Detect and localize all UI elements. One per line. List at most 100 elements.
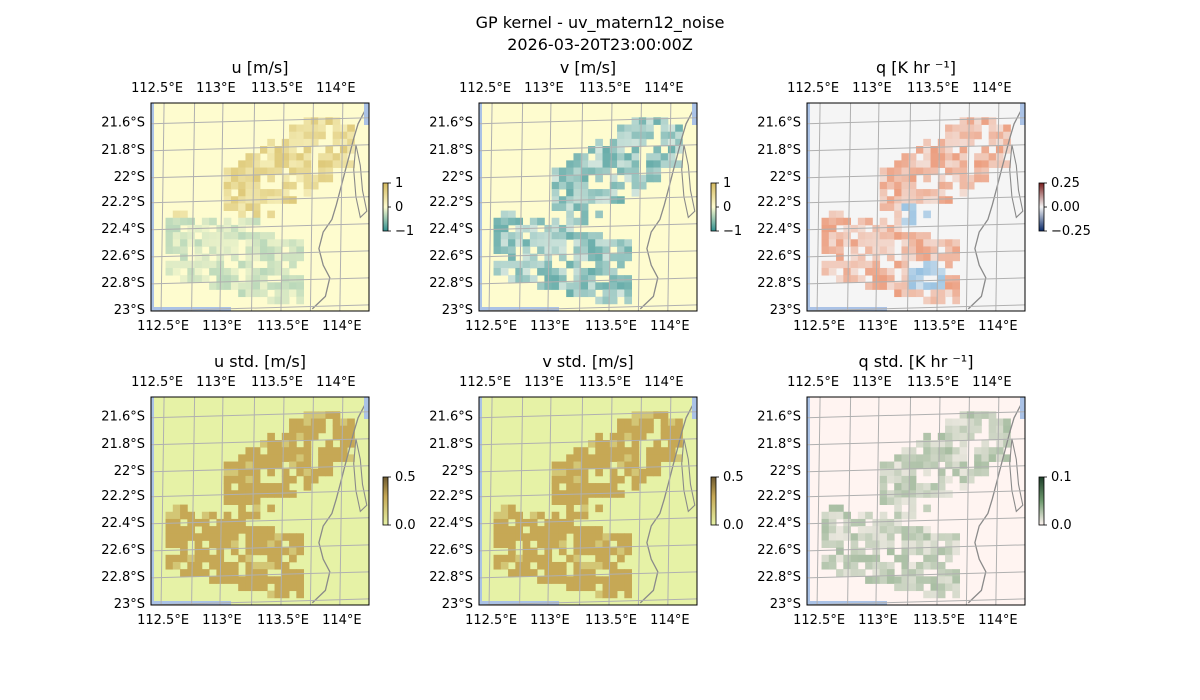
- heatmap-cell: [602, 561, 611, 570]
- gridline-lat: [151, 544, 369, 552]
- heatmap-cell: [865, 246, 873, 255]
- heatmap-cell: [180, 554, 188, 563]
- heatmap-cell: [223, 461, 232, 470]
- heatmap-cell: [631, 146, 640, 154]
- ocean-edge-left: [479, 397, 482, 605]
- gridline-lat: [807, 598, 1025, 605]
- heatmap-cell: [216, 526, 225, 534]
- heatmap-cell: [937, 146, 946, 154]
- heatmap-cell: [595, 167, 603, 176]
- heatmap-cell: [974, 117, 982, 125]
- gridline-lat: [151, 571, 369, 579]
- heatmap-cell: [937, 533, 946, 541]
- heatmap-cell: [617, 246, 625, 255]
- heatmap-cell: [952, 590, 960, 599]
- heatmap-cell: [172, 267, 181, 276]
- heatmap-cell: [916, 146, 924, 154]
- heatmap-cell: [194, 540, 203, 549]
- coastline: [639, 405, 694, 604]
- heatmap-cell: [901, 153, 910, 161]
- colorbar: [710, 182, 717, 232]
- heatmap-cell: [901, 189, 910, 197]
- heatmap-cell: [966, 138, 975, 147]
- heatmap-cell: [529, 253, 538, 262]
- heatmap-cell: [908, 497, 917, 505]
- heatmap-cell: [238, 461, 246, 470]
- heatmap-cell: [172, 554, 181, 563]
- heatmap-cell: [901, 181, 910, 190]
- gridline-lat: [807, 304, 1025, 311]
- heatmap-cell: [165, 217, 174, 226]
- gridlines: [807, 397, 1025, 605]
- heatmap-cell: [260, 526, 268, 534]
- heatmap-cell: [508, 533, 516, 541]
- heatmap-cell: [588, 160, 596, 168]
- heatmap-cell: [508, 554, 516, 563]
- heatmap-cell: [836, 533, 844, 541]
- x-tick-label-bottom: 112.5°E: [793, 613, 845, 628]
- heatmap-cell: [245, 547, 254, 556]
- heatmap-cell: [981, 167, 990, 176]
- heatmap-cell: [952, 153, 960, 161]
- heatmap-cell: [332, 131, 341, 140]
- heatmap-cell: [339, 160, 348, 168]
- heatmap-cell: [945, 576, 953, 584]
- y-tick-label: 23°S: [114, 597, 145, 612]
- gridline-lon: [547, 397, 552, 605]
- heatmap-cell: [245, 260, 254, 269]
- heatmap-cell: [988, 454, 997, 462]
- heatmap-cell: [529, 547, 538, 556]
- heatmap-cell: [537, 232, 545, 240]
- heatmap-cell: [551, 246, 560, 255]
- heatmap-cell: [245, 217, 254, 226]
- gridline-lon-minor: [519, 397, 524, 605]
- heatmap-cell: [937, 590, 946, 599]
- panel-vstd: v std. [m/s]112.5°E112.5°E113°E113°E113.…: [429, 352, 743, 628]
- heatmap-cell: [573, 246, 582, 255]
- heatmap-cell: [303, 153, 312, 161]
- heatmap-cell: [281, 590, 290, 599]
- colorbar-tick-label: 1: [395, 176, 403, 191]
- heatmap-cell: [602, 160, 611, 168]
- heatmap-cell: [667, 160, 676, 168]
- heatmap-cell: [172, 511, 181, 520]
- heatmap-cell: [508, 260, 516, 269]
- heatmap-cell: [551, 181, 560, 190]
- panel-frame: [478, 396, 698, 606]
- heatmap-cell: [260, 275, 268, 283]
- heatmap-cell: [245, 526, 254, 534]
- heatmap-cell: [894, 576, 902, 584]
- heatmap-cell: [245, 583, 254, 592]
- heatmap-cell: [252, 217, 261, 226]
- heatmap-cell: [223, 189, 232, 197]
- heatmap-cell: [631, 454, 640, 462]
- heatmap-cell: [339, 432, 348, 441]
- heatmap-cell: [624, 239, 632, 247]
- heatmap-cell: [952, 533, 960, 541]
- heatmap-cell: [580, 561, 589, 570]
- heatmap-cell: [937, 583, 946, 592]
- heatmap-cell: [580, 569, 589, 577]
- heatmap-cell: [245, 475, 254, 484]
- heatmap-cell: [252, 153, 261, 161]
- y-tick-label: 22.6°S: [429, 249, 473, 264]
- heatmap-cell: [595, 576, 603, 584]
- island-outline: [1009, 438, 1024, 513]
- heatmap-cell: [857, 253, 866, 262]
- heatmap-cell: [573, 260, 582, 269]
- ocean-edge-right: [364, 397, 369, 419]
- heatmap-cell: [923, 189, 931, 197]
- heatmap-cell: [508, 504, 516, 513]
- y-tick-label: 21.8°S: [429, 437, 473, 452]
- heatmap-cell: [209, 282, 217, 290]
- heatmap-cell: [945, 425, 953, 434]
- heatmap-cell: [588, 275, 596, 283]
- heatmap-cell: [675, 131, 683, 140]
- heatmap-cell: [252, 533, 261, 541]
- heatmap-cell: [274, 540, 283, 549]
- heatmap-cell: [886, 282, 895, 290]
- heatmap-cell: [828, 561, 837, 570]
- heatmap-cell: [959, 440, 968, 448]
- island-outline: [681, 438, 696, 513]
- heatmap-cell: [945, 432, 953, 441]
